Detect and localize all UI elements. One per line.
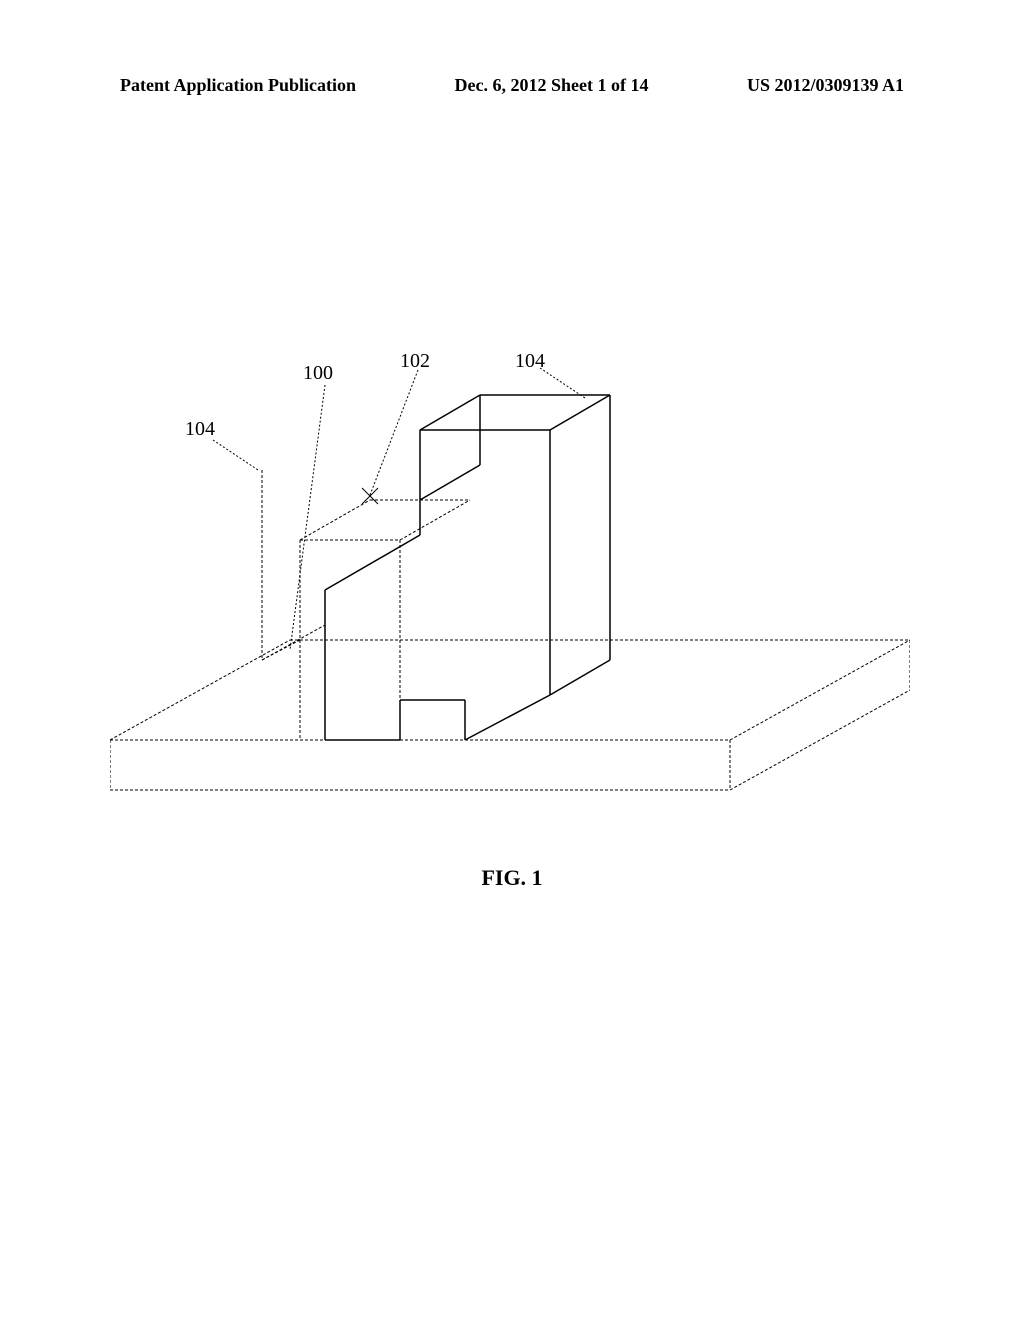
header-patent-number: US 2012/0309139 A1 [747,75,904,96]
header-publication: Patent Application Publication [120,75,356,96]
figure-caption: FIG. 1 [0,865,1024,891]
figure-1-container: 100 102 104 104 [110,340,910,860]
finfet-diagram [110,340,910,860]
header-date-sheet: Dec. 6, 2012 Sheet 1 of 14 [455,75,649,96]
